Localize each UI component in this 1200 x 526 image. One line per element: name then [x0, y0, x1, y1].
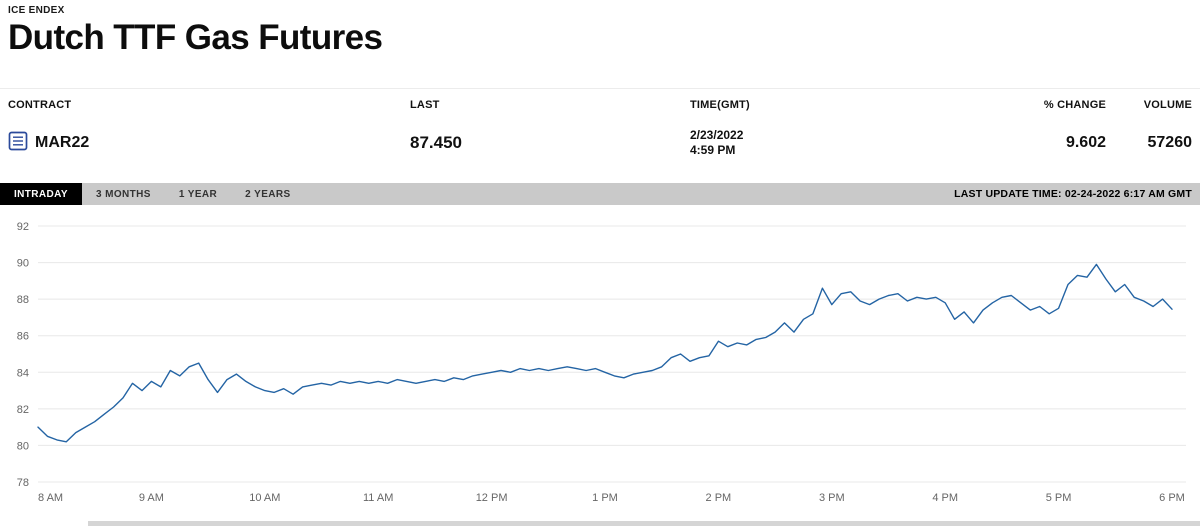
svg-text:4 PM: 4 PM: [932, 492, 958, 504]
percent-change: 9.602: [1065, 134, 1106, 151]
svg-text:80: 80: [17, 440, 29, 452]
svg-text:88: 88: [17, 294, 29, 306]
svg-text:8 AM: 8 AM: [38, 492, 63, 504]
tab-1-year[interactable]: 1 YEAR: [165, 183, 231, 205]
column-header-last: LAST: [410, 99, 440, 111]
price-chart[interactable]: 78 80 82 84 86 88 90 92 8 AM 9 AM 10 AM 11 AM 12 PM 1…: [0, 210, 1200, 510]
quote-table-header: CONTRACT LAST TIME(GMT) % CHANGE VOLUME: [8, 99, 1192, 111]
trade-timestamp: 2/23/2022 4:59 PM: [690, 128, 940, 158]
contract-name: MAR22: [35, 134, 90, 151]
trade-time: 4:59 PM: [690, 143, 736, 157]
svg-text:90: 90: [17, 258, 29, 270]
svg-text:11 AM: 11 AM: [363, 492, 393, 504]
chart-range-tabbar: INTRADAY 3 MONTHS 1 YEAR 2 YEARS LAST UP…: [0, 183, 1200, 205]
tab-intraday[interactable]: INTRADAY: [0, 183, 82, 205]
svg-text:5 PM: 5 PM: [1046, 492, 1072, 504]
bottom-scroll-strip: [88, 521, 1200, 526]
column-header-contract: CONTRACT: [8, 99, 72, 111]
last-price: 87.450: [410, 133, 462, 152]
svg-text:82: 82: [17, 404, 29, 416]
svg-text:1 PM: 1 PM: [592, 492, 618, 504]
svg-text:92: 92: [17, 221, 29, 233]
price-chart-svg[interactable]: 78 80 82 84 86 88 90 92 8 AM 9 AM 10 AM 11 AM 12 PM 1…: [0, 210, 1200, 510]
quote-row: MAR22 87.450 2/23/2022 4:59 PM 9.602 572…: [8, 124, 1192, 162]
masthead: ICE ENDEX Dutch TTF Gas Futures: [0, 0, 1200, 58]
svg-text:2 PM: 2 PM: [706, 492, 732, 504]
tab-2-years[interactable]: 2 YEARS: [231, 183, 304, 205]
svg-text:10 AM: 10 AM: [249, 492, 280, 504]
svg-text:6 PM: 6 PM: [1159, 492, 1185, 504]
exchange-label: ICE ENDEX: [8, 5, 65, 16]
last-update-time: LAST UPDATE TIME: 02-24-2022 6:17 AM GMT: [954, 188, 1192, 200]
svg-text:86: 86: [17, 331, 29, 343]
svg-text:9 AM: 9 AM: [139, 492, 164, 504]
svg-text:3 PM: 3 PM: [819, 492, 845, 504]
page-title: Dutch TTF Gas Futures: [8, 18, 383, 57]
column-header-time-gmt: TIME(GMT): [690, 99, 750, 111]
tab-3-months[interactable]: 3 MONTHS: [82, 183, 165, 205]
quote-table: CONTRACT LAST TIME(GMT) % CHANGE VOLUME …: [0, 88, 1200, 162]
svg-text:78: 78: [17, 477, 29, 489]
svg-text:12 PM: 12 PM: [476, 492, 508, 504]
contract-document-icon: [8, 131, 28, 156]
volume-value: 57260: [1147, 134, 1193, 151]
column-header-percent-change: % CHANGE: [1043, 99, 1106, 111]
trade-date: 2/23/2022: [690, 128, 744, 142]
column-header-volume: VOLUME: [1143, 99, 1192, 111]
svg-text:84: 84: [17, 367, 29, 379]
